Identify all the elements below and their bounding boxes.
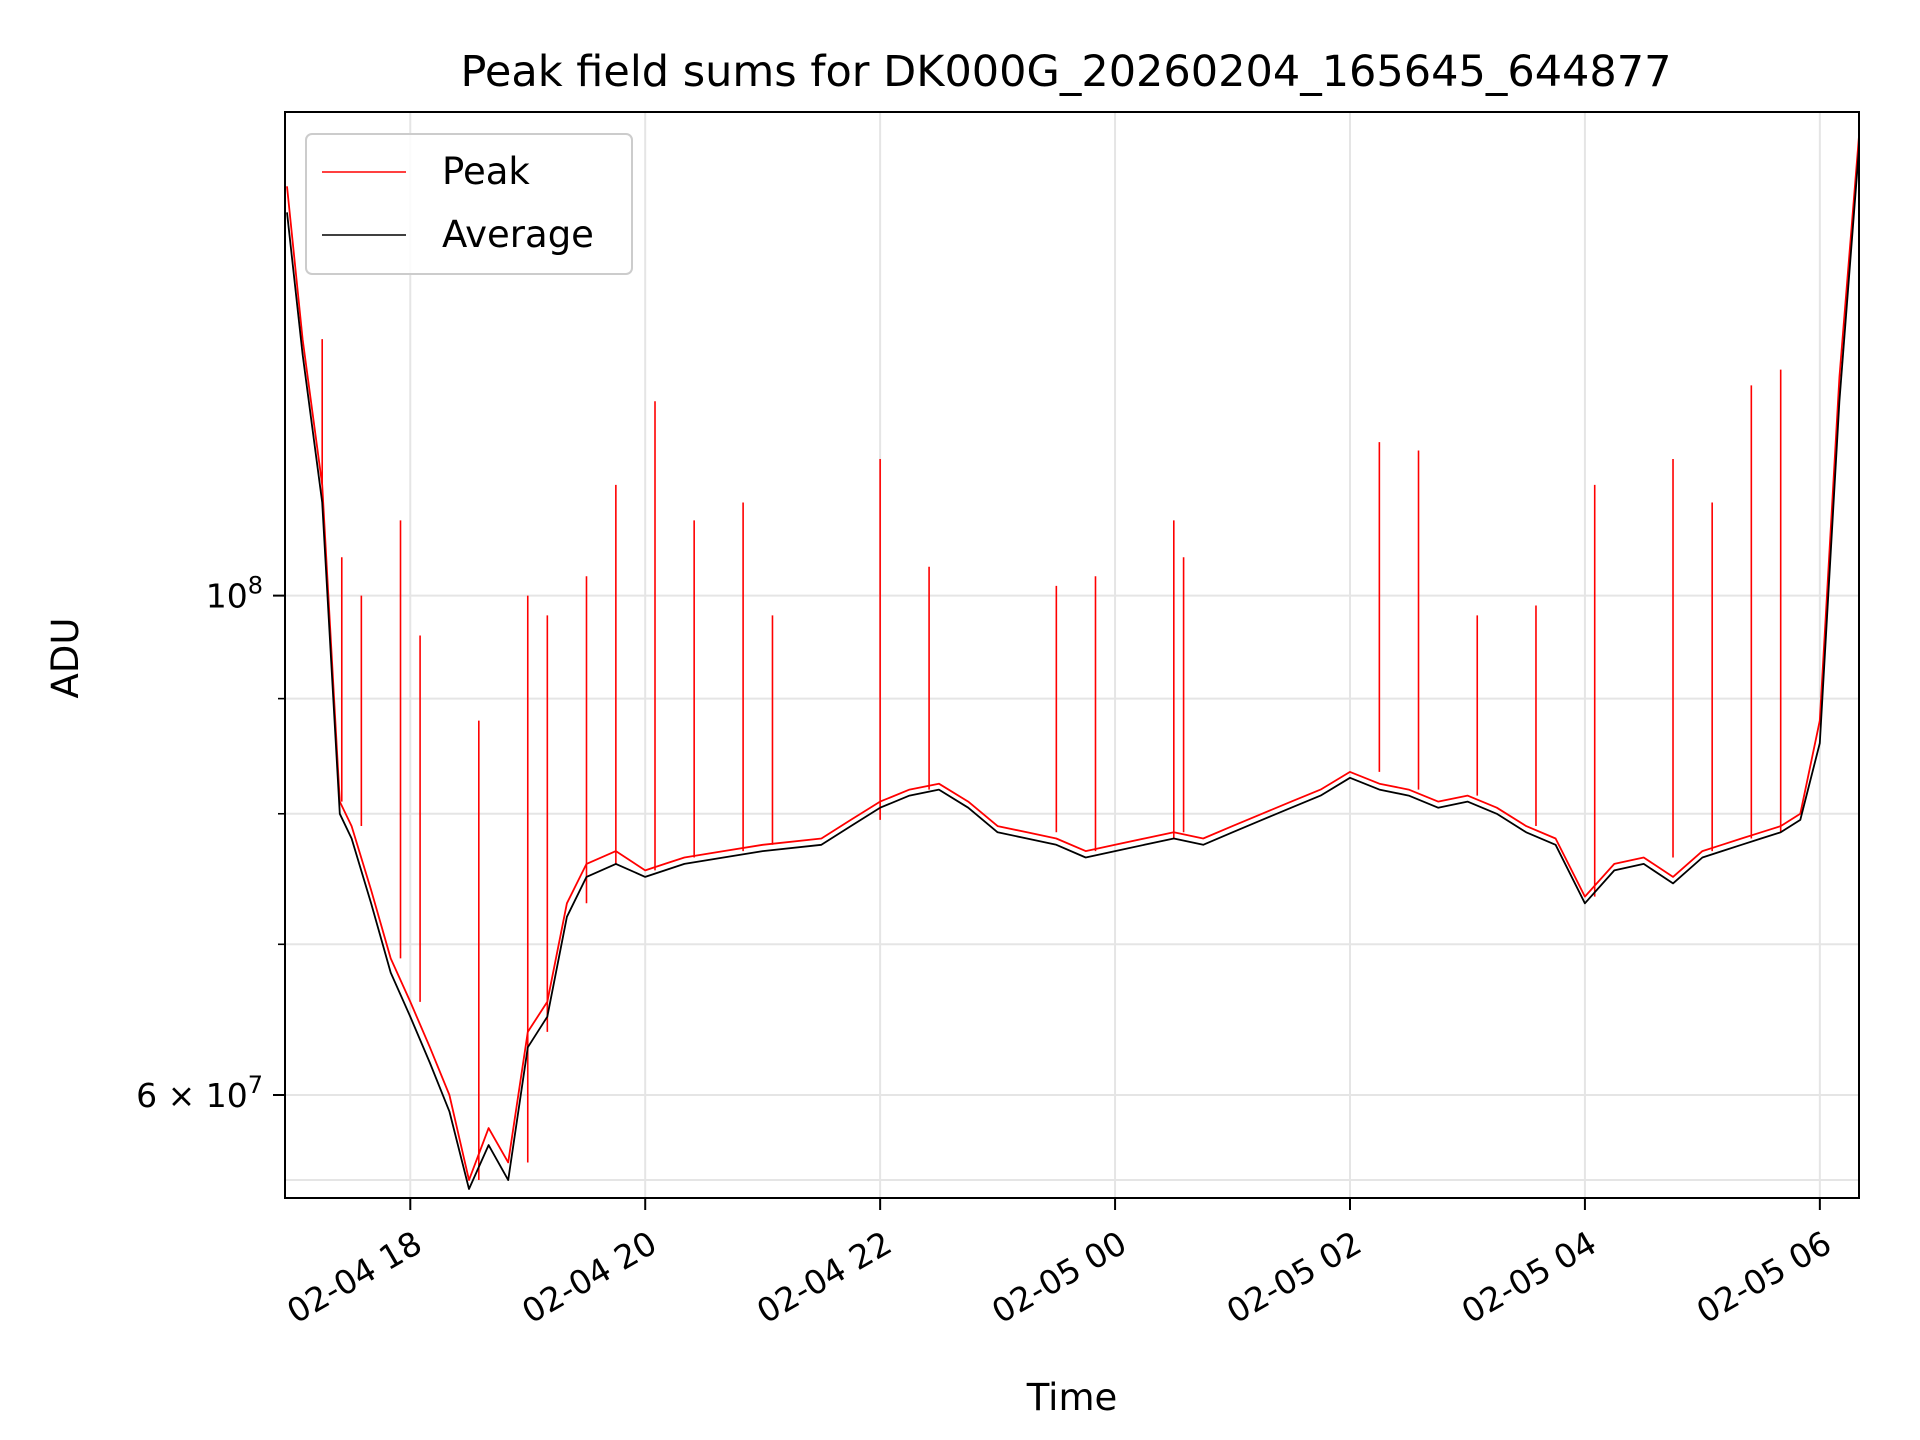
x-tick-label: 02-05 00 (985, 1223, 1133, 1331)
x-tick-label: 02-04 20 (515, 1223, 663, 1331)
spike-lines (321, 339, 1782, 1181)
x-tick-label: 02-05 02 (1220, 1223, 1368, 1331)
series-lines (286, 136, 1859, 1190)
legend: Peak Average (305, 133, 633, 275)
legend-box (305, 133, 633, 275)
y-axis-label: ADU (44, 618, 87, 699)
x-tick-label: 02-05 04 (1455, 1223, 1603, 1331)
x-axis-label: Time (1026, 1376, 1118, 1419)
x-tick-label: 02-05 06 (1690, 1223, 1838, 1331)
axis-ticks: 02-04 18 02-04 20 02-04 22 02-05 00 02-05 02… (136, 572, 1838, 1332)
legend-label-average: Average (442, 213, 594, 256)
y-tick-label: 6 × 107 (136, 1071, 263, 1115)
x-tick-label: 02-04 22 (750, 1223, 898, 1331)
legend-label-peak: Peak (442, 150, 530, 193)
plot-frame (284, 111, 1860, 1199)
chart-title: Peak field sums for DK000G_20260204_1656… (461, 47, 1672, 97)
series-line-average (286, 148, 1859, 1190)
y-tick-label: 108 (206, 572, 263, 616)
series-line-peak (286, 136, 1859, 1181)
x-tick-label: 02-04 18 (280, 1223, 428, 1331)
